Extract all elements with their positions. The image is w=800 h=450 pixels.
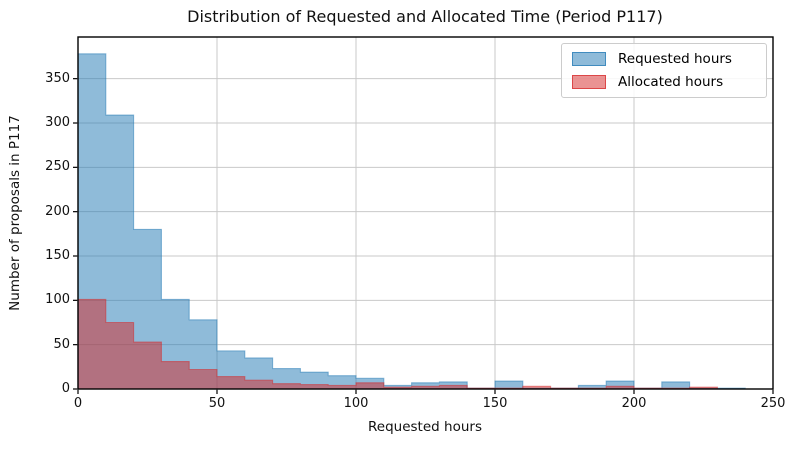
y-tick-label: 0 [61, 381, 70, 396]
y-tick-label: 100 [45, 292, 70, 308]
tick-marks [73, 78, 774, 394]
series-0-bars [77, 53, 773, 390]
x-axis-label: Requested hours [368, 419, 482, 435]
x-tick-label: 0 [73, 396, 83, 411]
y-tick-label: 50 [53, 336, 70, 352]
y-tick-label: 300 [45, 115, 70, 130]
requested-hours-swatch-icon [572, 52, 606, 66]
legend-item-requested: Requested hours [572, 51, 756, 67]
series-1-bars [77, 298, 773, 390]
y-axis-label: Number of proposals in P117 [7, 115, 23, 311]
legend-label-requested: Requested hours [618, 51, 732, 67]
y-tick-label: 200 [45, 203, 70, 219]
chart-title: Distribution of Requested and Allocated … [187, 7, 663, 26]
y-tick-label: 150 [45, 248, 70, 263]
allocated-hours-swatch-icon [572, 75, 606, 89]
x-tick-label: 200 [621, 396, 647, 411]
x-tick-label: 50 [208, 396, 226, 411]
y-tick-label: 350 [45, 70, 70, 86]
plot-spines [77, 36, 774, 390]
x-tick-label: 150 [482, 396, 508, 411]
legend-item-allocated: Allocated hours [572, 74, 756, 90]
x-tick-label: 100 [343, 396, 369, 411]
x-tick-label: 250 [760, 396, 786, 411]
legend-label-allocated: Allocated hours [618, 74, 724, 90]
legend: Requested hours Allocated hours [561, 43, 767, 98]
y-tick-label: 250 [45, 159, 70, 175]
